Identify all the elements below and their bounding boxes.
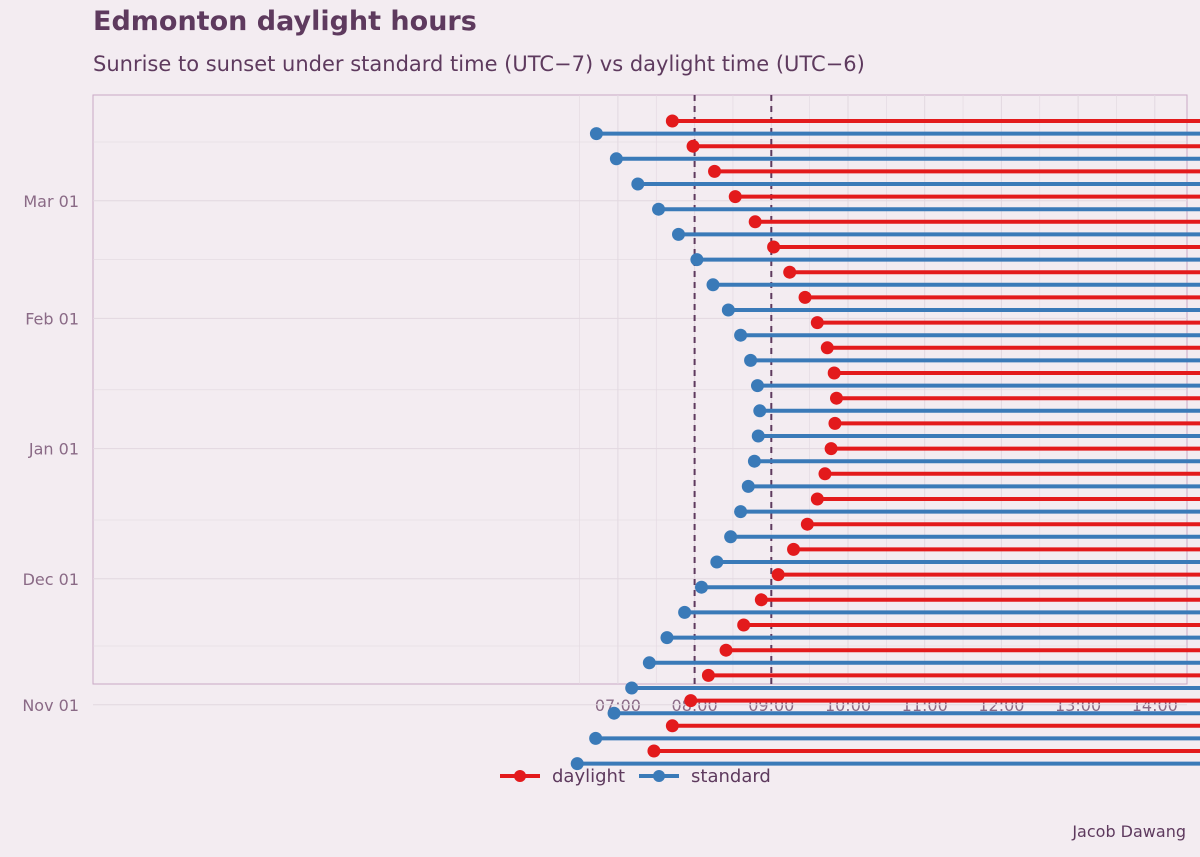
caption: Jacob Dawang — [1072, 822, 1186, 841]
daylight-sunrise-point — [684, 694, 698, 708]
daylight-sunrise-point — [737, 618, 751, 632]
standard-sunrise-point — [678, 605, 692, 619]
standard-sunrise-point — [724, 530, 738, 544]
standard-sunrise-point — [690, 253, 704, 267]
standard-sunrise-point — [660, 631, 674, 645]
standard-sunrise-point — [741, 479, 755, 493]
standard-sunrise-point — [570, 757, 584, 771]
standard-sunrise-point — [744, 353, 758, 367]
legend-label-daylight: daylight — [552, 765, 626, 787]
standard-sunrise-point — [753, 404, 767, 418]
chart-subtitle: Sunrise to sunset under standard time (U… — [93, 52, 865, 76]
standard-sunrise-point — [747, 454, 761, 468]
daylight-sunrise-point — [708, 164, 722, 178]
daylight-sunrise-point — [818, 467, 832, 481]
standard-sunrise-point — [734, 505, 748, 519]
daylight-sunrise-point — [771, 568, 785, 582]
daylight-sunrise-point — [665, 719, 679, 733]
legend-key-daylight — [500, 764, 540, 788]
standard-sunrise-point — [652, 202, 666, 216]
daylight-sunrise-point — [701, 668, 715, 682]
standard-sunrise-point — [695, 580, 709, 594]
daylight-sunrise-point — [686, 139, 700, 153]
standard-sunrise-point — [734, 328, 748, 342]
daylight-sunrise-point — [810, 492, 824, 506]
daylight-sunrise-point — [783, 265, 797, 279]
daylight-sunrise-point — [748, 215, 762, 229]
daylight-sunrise-point — [787, 542, 801, 556]
daylight-sunrise-point — [767, 240, 781, 254]
legend-item-daylight: daylight — [500, 764, 625, 788]
legend-item-standard: standard — [639, 764, 771, 788]
daylight-sunrise-point — [810, 316, 824, 330]
daylight-sunrise-point — [647, 744, 661, 758]
standard-sunrise-point — [710, 555, 724, 569]
standard-sunrise-point — [706, 278, 720, 292]
y-tick-label: Dec 01 — [23, 570, 79, 589]
standard-sunrise-point — [607, 706, 621, 720]
y-tick-label: Feb 01 — [25, 309, 79, 328]
standard-sunrise-point — [721, 303, 735, 317]
legend-label-standard: standard — [691, 765, 771, 787]
y-tick-label: Jan 01 — [28, 440, 79, 459]
daylight-sunrise-point — [728, 190, 742, 204]
daylight-sunrise-point — [820, 341, 834, 355]
legend: daylight standard — [500, 764, 771, 788]
daylight-sunrise-point — [829, 391, 843, 405]
standard-sunrise-point — [642, 656, 656, 670]
legend-key-standard — [639, 764, 680, 788]
standard-sunrise-point — [671, 227, 685, 241]
daylight-sunrise-point — [754, 593, 768, 607]
y-tick-label: Nov 01 — [22, 696, 79, 715]
standard-sunrise-point — [750, 379, 764, 393]
standard-sunrise-point — [589, 127, 603, 141]
chart-title: Edmonton daylight hours — [93, 6, 477, 37]
standard-sunrise-point — [631, 177, 645, 191]
daylight-sunrise-point — [828, 416, 842, 430]
standard-sunrise-point — [625, 681, 639, 695]
daylight-sunrise-point — [665, 114, 679, 128]
daylight-sunrise-point — [719, 643, 733, 657]
daylight-sunrise-point — [824, 442, 838, 456]
daylight-sunrise-point — [800, 517, 814, 531]
x-tick-label: 07:00 — [595, 696, 641, 715]
y-tick-label: Mar 01 — [23, 192, 79, 211]
standard-sunrise-point — [609, 152, 623, 166]
standard-sunrise-point — [589, 731, 603, 745]
daylight-sunrise-point — [798, 290, 812, 304]
standard-sunrise-point — [751, 429, 765, 443]
daylight-sunrise-point — [827, 366, 841, 380]
